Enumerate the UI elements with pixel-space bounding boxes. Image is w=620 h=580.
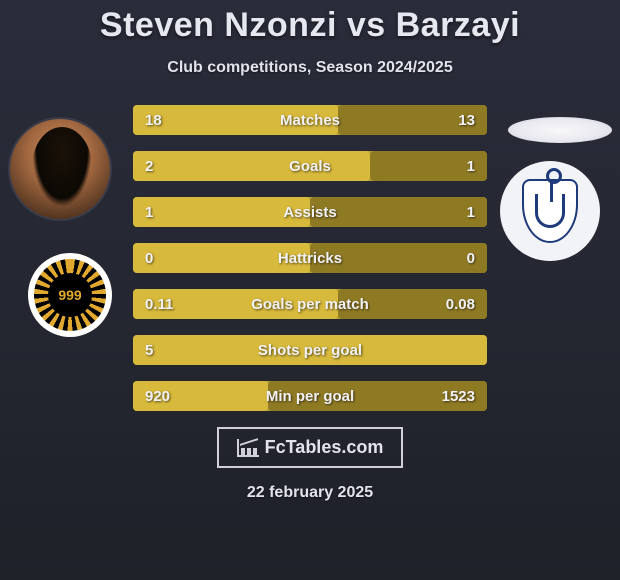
- stat-value-left: 920: [145, 388, 170, 405]
- chart-icon: [237, 439, 259, 457]
- stat-value-right: 1: [467, 158, 475, 175]
- stat-value-right: 0: [467, 250, 475, 267]
- club-badge-text: 999: [48, 273, 92, 317]
- player2-avatar: [508, 117, 612, 143]
- stat-bars-container: 18 Matches 13 2 Goals 1 1 Assists 1 0 Hattricks 0 0.…: [133, 105, 487, 411]
- stat-row: 0.11 Goals per match 0.08: [133, 289, 487, 319]
- player1-avatar: [8, 117, 112, 221]
- stat-label: Min per goal: [266, 388, 354, 405]
- stat-label: Shots per goal: [258, 342, 362, 359]
- stat-value-right: 0.08: [446, 296, 475, 313]
- comparison-panel: 999 18 Matches 13 2 Goals 1 1 Assists 1 0 Hattrick…: [0, 105, 620, 411]
- stat-row: 5 Shots per goal: [133, 335, 487, 365]
- stat-value-left: 5: [145, 342, 153, 359]
- stat-value-right: 1523: [442, 388, 475, 405]
- stat-label: Goals: [289, 158, 331, 175]
- stat-value-left: 1: [145, 204, 153, 221]
- stat-value-left: 18: [145, 112, 162, 129]
- stat-row: 18 Matches 13: [133, 105, 487, 135]
- page-title: Steven Nzonzi vs Barzayi: [0, 6, 620, 45]
- stat-label: Hattricks: [278, 250, 342, 267]
- stat-row: 0 Hattricks 0: [133, 243, 487, 273]
- date-text: 22 february 2025: [0, 484, 620, 502]
- player2-club-badge: [500, 161, 600, 261]
- stat-label: Assists: [283, 204, 336, 221]
- brand-text: FcTables.com: [265, 437, 384, 458]
- stat-row: 1 Assists 1: [133, 197, 487, 227]
- stat-value-left: 0: [145, 250, 153, 267]
- stat-value-left: 0.11: [145, 296, 173, 313]
- stat-label: Goals per match: [251, 296, 369, 313]
- page-subtitle: Club competitions, Season 2024/2025: [0, 59, 620, 77]
- stat-row: 920 Min per goal 1523: [133, 381, 487, 411]
- stat-label: Matches: [280, 112, 340, 129]
- stat-value-right: 13: [458, 112, 475, 129]
- brand-logo: FcTables.com: [217, 427, 404, 468]
- player1-club-badge: 999: [28, 253, 112, 337]
- stat-row: 2 Goals 1: [133, 151, 487, 181]
- stat-value-left: 2: [145, 158, 153, 175]
- stat-value-right: 1: [467, 204, 475, 221]
